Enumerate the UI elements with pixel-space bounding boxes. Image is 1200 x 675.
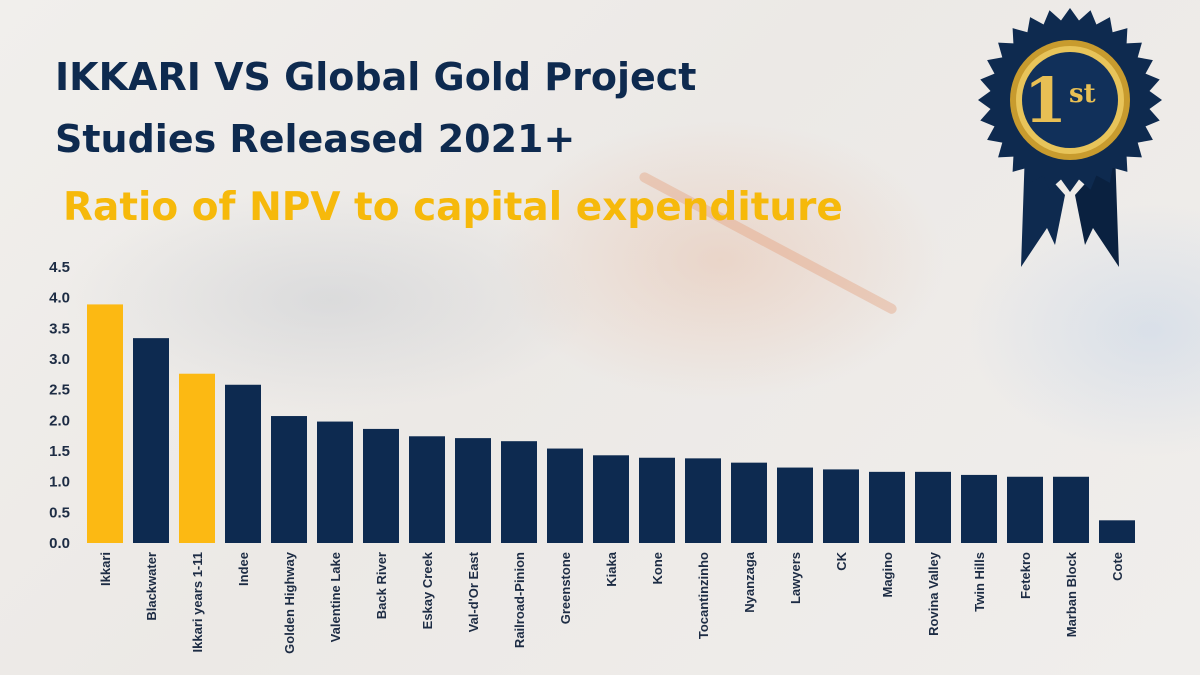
bar-greenstone [547,448,583,543]
bar-back-river [363,428,399,543]
bar-kone [639,457,675,543]
x-tick-label: Cote [1110,552,1125,581]
bar-rovina-valley [915,471,951,543]
chart-subtitle: Ratio of NPV to capital expenditure [63,185,843,230]
x-tick-label: Valentine Lake [328,552,343,642]
y-tick-label: 3.0 [49,351,70,368]
x-tick-label: Twin Hills [972,552,987,612]
first-place-ribbon-badge: 1 st [978,8,1162,267]
bar-blackwater [133,338,169,543]
x-tick-label: Blackwater [144,552,159,621]
x-tick-label: Marban Block [1064,551,1079,637]
x-tick-label: Greenstone [558,552,573,624]
x-tick-label: Eskay Creek [420,551,435,629]
bar-magino [869,471,905,543]
x-tick-label: Tocantinzinho [696,552,711,639]
badge-suffix: st [1069,79,1096,109]
bar-val-d-or-east [455,438,491,543]
bar-eskay-creek [409,436,445,543]
y-tick-label: 1.5 [49,443,70,460]
bar-indee [225,384,261,543]
bar-twin-hills [961,474,997,543]
bar-cote [1099,520,1135,543]
badge-center [1022,52,1118,148]
x-tick-label: Kiaka [604,551,619,586]
x-tick-label: Rovina Valley [926,551,941,636]
bar-kiaka [593,455,629,543]
y-tick-label: 2.0 [49,412,70,429]
y-axis: 0.0 0.5 1.0 1.5 2.0 2.5 3.0 3.5 4.0 4.5 [49,259,70,552]
x-tick-label: Lawyers [788,552,803,604]
bar-valentine-lake [317,421,353,543]
bar-ikkari-years-1-11 [179,373,215,543]
bar-nyanzaga [731,462,767,543]
y-tick-label: 2.5 [49,382,70,399]
x-tick-label: CK [834,551,849,570]
bar-tocantinzinho [685,458,721,543]
bar-fetekro [1007,476,1043,543]
y-tick-label: 3.5 [49,320,70,337]
x-tick-label: Golden Highway [282,551,297,654]
y-tick-label: 4.5 [49,259,70,276]
badge-number: 1 [1024,64,1067,137]
y-tick-label: 1.0 [49,474,70,491]
title-line-2: Studies Released 2021+ [55,117,576,161]
bar-ikkari [87,304,123,543]
x-tick-label: Nyanzaga [742,551,757,612]
x-tick-label: Val-d'Or East [466,551,481,632]
bar-lawyers [777,467,813,543]
bars [87,304,1135,543]
x-tick-label: Ikkari years 1-11 [190,552,205,652]
y-tick-label: 0.0 [49,535,70,552]
x-tick-label: Fetekro [1018,552,1033,599]
bar-marban-block [1053,476,1089,543]
x-tick-label: Indee [236,552,251,586]
x-axis: Ikkari Blackwater Ikkari years 1-11 Indee Go… [98,551,1125,654]
x-tick-label: Magino [880,552,895,598]
y-tick-label: 0.5 [49,504,70,521]
x-tick-label: Kone [650,552,665,585]
title-line-1: IKKARI VS Global Gold Project [55,55,697,99]
y-tick-label: 4.0 [49,290,70,307]
x-tick-label: Ikkari [98,552,113,586]
x-tick-label: Railroad-Pinion [512,552,527,648]
bar-railroad-pinion [501,441,537,543]
x-tick-label: Back River [374,552,389,619]
bar-ck [823,469,859,543]
bar-golden-highway [271,416,307,543]
